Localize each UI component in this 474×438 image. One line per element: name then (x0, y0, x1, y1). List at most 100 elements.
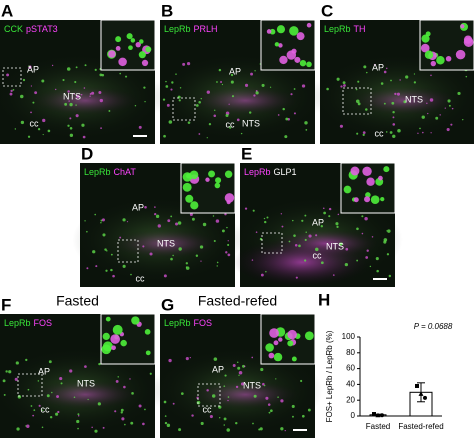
cell (213, 357, 218, 361)
cell (155, 214, 160, 219)
cell (97, 402, 101, 406)
cell (57, 410, 60, 414)
cell (362, 133, 365, 136)
cell (185, 262, 189, 265)
inset-cell (304, 331, 314, 341)
cell (94, 429, 98, 433)
tissue-glow (111, 228, 220, 259)
region-label: cc (203, 404, 213, 414)
cell (214, 109, 216, 112)
cell (356, 227, 359, 231)
cell (280, 213, 283, 215)
channel: TH (354, 24, 366, 34)
cell (396, 92, 401, 96)
cell (365, 256, 369, 259)
cell (266, 216, 269, 219)
region-label: AP (38, 366, 50, 376)
inset-cell (182, 172, 193, 182)
channel: LepRb (4, 318, 31, 328)
cell (167, 219, 171, 223)
cell (67, 124, 70, 127)
cell (170, 88, 173, 91)
cell (242, 364, 245, 368)
cell (2, 379, 6, 383)
cell (87, 398, 89, 401)
inset-cell (278, 337, 283, 342)
inset-cell (185, 194, 194, 203)
channel: PRLH (194, 24, 218, 34)
cell (447, 99, 451, 103)
cell (46, 394, 50, 398)
cell (69, 133, 74, 138)
cell (213, 114, 217, 118)
cell (206, 389, 209, 392)
cell (114, 410, 117, 413)
cell (64, 102, 68, 106)
y-axis-title: FOS+ LepRb / LepRb (%) (325, 330, 334, 422)
channel-label: LepRb GLP1 (244, 167, 297, 177)
cell (399, 79, 401, 81)
cell (62, 78, 65, 82)
inset-cell (278, 43, 283, 48)
cell (340, 242, 343, 246)
inset-cell (383, 166, 390, 173)
cell (142, 422, 145, 426)
cell (304, 238, 307, 242)
channel-label: LepRb FOS (164, 318, 212, 328)
cell (250, 72, 253, 76)
channel: FOS (194, 318, 213, 328)
cell (386, 230, 388, 232)
cell (73, 396, 76, 398)
cell (172, 402, 175, 405)
panel: G Fasted-refed LepRb FOS AP NTS cc (152, 293, 323, 438)
data-point (418, 391, 424, 396)
inset-cell (424, 50, 434, 59)
y-tick-label: 60 (346, 364, 355, 373)
cell (129, 378, 131, 380)
inset-cell (287, 329, 297, 340)
inset-cell (144, 329, 151, 335)
cell (34, 91, 38, 95)
inset-cell (353, 197, 359, 203)
cell (84, 220, 86, 222)
inset-cell (118, 57, 127, 67)
cell (226, 428, 230, 432)
cell (444, 107, 446, 109)
cell (264, 220, 267, 224)
cell (123, 385, 126, 389)
cell (293, 88, 296, 90)
cell (342, 81, 346, 85)
inset-cell (273, 352, 283, 362)
inset-cell (139, 39, 144, 44)
inset-cell (128, 45, 133, 51)
cell (252, 422, 254, 425)
cell (25, 425, 27, 427)
cell (98, 91, 102, 95)
tissue-glow (31, 379, 140, 410)
cell (223, 424, 226, 426)
cell (435, 116, 439, 120)
cell (77, 427, 79, 430)
y-tick-label: 0 (351, 411, 356, 420)
panel-letter: G (161, 295, 174, 314)
cell (260, 367, 264, 372)
cell (315, 247, 319, 252)
channel-label: LepRb FOS (4, 318, 52, 328)
cell (219, 417, 221, 419)
y-tick-label: 40 (346, 380, 355, 389)
cell (100, 222, 102, 224)
cell (143, 86, 146, 89)
cell (389, 131, 393, 134)
panel-title: Fasted-refed (198, 293, 277, 309)
region-label: cc (226, 119, 236, 129)
cell (361, 215, 364, 218)
cell (284, 135, 288, 139)
inset-cell (138, 51, 146, 59)
data-point (380, 413, 384, 418)
cell (165, 85, 169, 88)
channel: LepRb (244, 167, 271, 177)
cell (429, 98, 434, 102)
cell (261, 83, 265, 87)
cell (134, 104, 137, 107)
cell (371, 236, 374, 238)
